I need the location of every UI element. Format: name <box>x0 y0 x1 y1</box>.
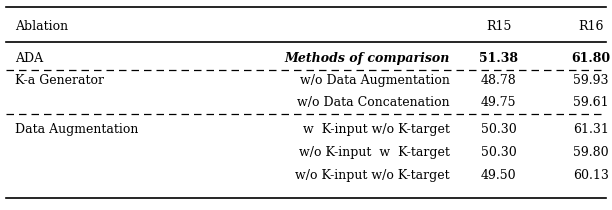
Text: 50.30: 50.30 <box>481 123 517 136</box>
Text: 60.13: 60.13 <box>573 169 608 182</box>
Text: Data Augmentation: Data Augmentation <box>15 123 139 136</box>
Text: Methods of comparison: Methods of comparison <box>285 52 450 65</box>
Text: 51.38: 51.38 <box>479 52 518 65</box>
Text: w/o Data Concatenation: w/o Data Concatenation <box>297 96 450 109</box>
Text: 49.75: 49.75 <box>481 96 517 109</box>
Text: w/o K-input w/o K-target: w/o K-input w/o K-target <box>295 169 450 182</box>
Text: 61.31: 61.31 <box>573 123 608 136</box>
Text: w/o Data Augmentation: w/o Data Augmentation <box>300 74 450 87</box>
Text: 61.80: 61.80 <box>571 52 610 65</box>
Text: ADA: ADA <box>15 52 43 65</box>
Text: 59.61: 59.61 <box>573 96 608 109</box>
Text: Ablation: Ablation <box>15 20 69 33</box>
Text: 49.50: 49.50 <box>481 169 517 182</box>
Text: w/o K-input  w  K-target: w/o K-input w K-target <box>299 146 450 159</box>
Text: w  K-input w/o K-target: w K-input w/o K-target <box>303 123 450 136</box>
Text: 50.30: 50.30 <box>481 146 517 159</box>
Text: R16: R16 <box>578 20 603 33</box>
Text: 59.93: 59.93 <box>573 74 608 87</box>
Text: R15: R15 <box>486 20 512 33</box>
Text: 59.80: 59.80 <box>573 146 608 159</box>
Text: K-a Generator: K-a Generator <box>15 74 104 87</box>
Text: 48.78: 48.78 <box>481 74 517 87</box>
